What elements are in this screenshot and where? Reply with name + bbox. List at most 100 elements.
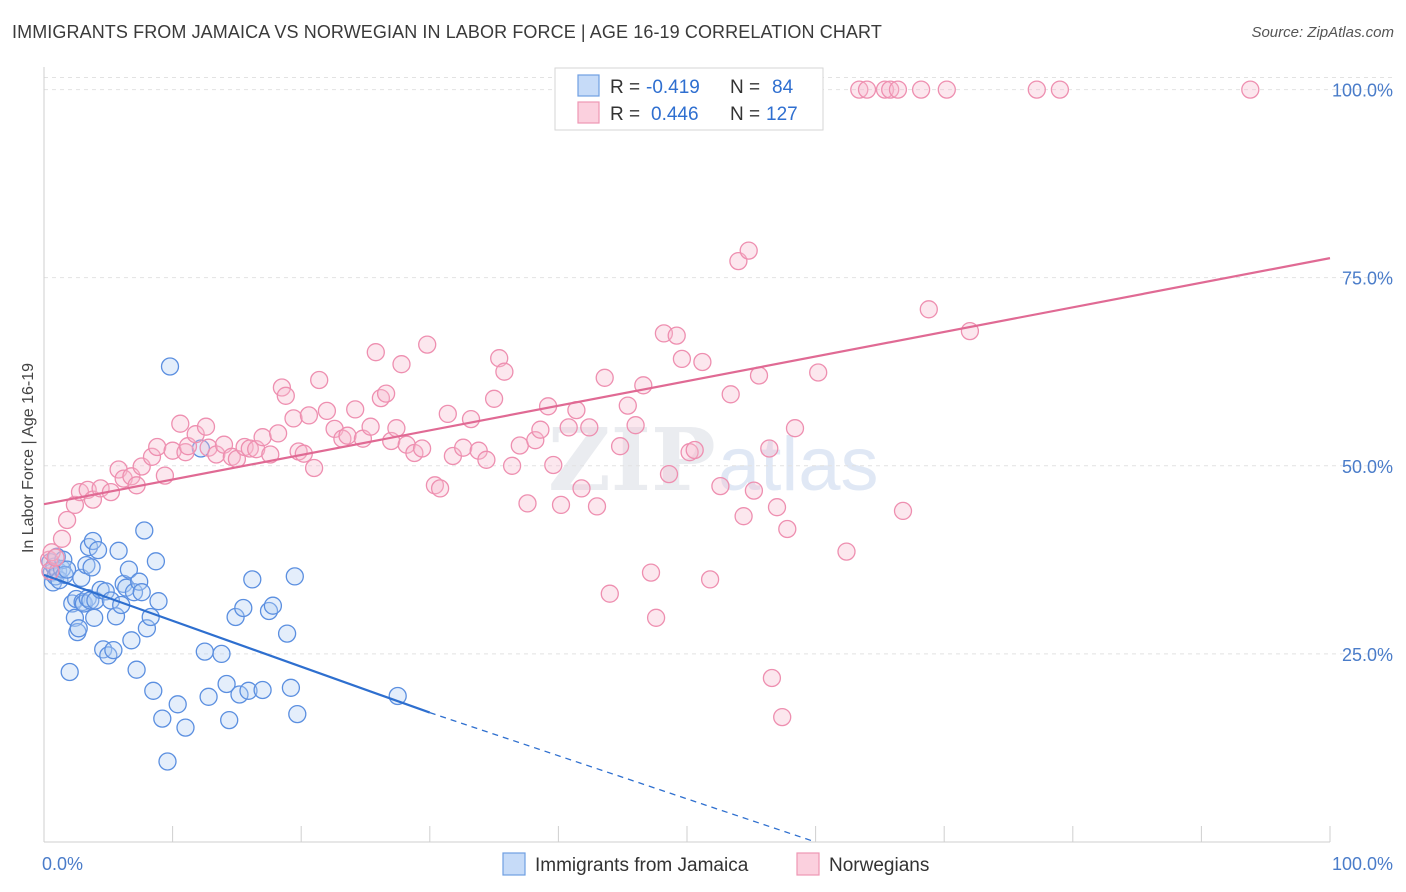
jamaica-point — [127, 660, 146, 679]
norwegians-point — [875, 80, 895, 99]
norwegians-point — [196, 417, 216, 436]
norwegians-point — [346, 400, 365, 419]
norwegians-point — [721, 385, 740, 404]
norwegians-point — [600, 584, 619, 603]
norwegians-point — [268, 424, 288, 443]
norwegians-point — [739, 241, 758, 260]
y-tick-label-2: 75.0% — [1342, 269, 1393, 289]
norwegians-point — [785, 419, 805, 438]
norwegians-point — [171, 414, 190, 433]
norwegians-point — [304, 458, 324, 478]
jamaica-point — [106, 607, 126, 626]
jamaica-point — [195, 642, 214, 661]
x-tick-label-0: 0.0% — [42, 854, 83, 874]
jamaica-point — [230, 685, 249, 704]
jamaica-point — [220, 710, 239, 730]
bottom-legend-swatch-norwegians — [796, 852, 820, 876]
jamaica-point — [119, 560, 139, 579]
norwegians-point — [490, 349, 509, 368]
norwegians-point — [778, 519, 797, 539]
norwegians-point — [412, 439, 432, 458]
norwegians-point — [610, 437, 630, 456]
jamaica-point — [60, 662, 79, 682]
legend-n-value-2: 127 — [766, 104, 798, 125]
series-jamaica-points — [41, 357, 407, 771]
norwegians-point — [551, 495, 571, 515]
norwegians-point — [667, 326, 686, 345]
norwegians-point — [338, 426, 357, 445]
norwegians-point — [438, 404, 457, 424]
norwegians-point — [366, 343, 385, 362]
trend-lines — [43, 257, 1331, 843]
jamaica-point — [234, 598, 253, 618]
legend-r-value-1: -0.419 — [646, 77, 700, 98]
jamaica-point — [217, 674, 236, 694]
source-label: Source: ZipAtlas.com — [1251, 24, 1394, 41]
norwegians-point — [484, 389, 504, 408]
norwegians-point — [580, 418, 599, 437]
jamaica-point — [137, 619, 157, 638]
norwegians-point — [911, 80, 931, 99]
jamaica-point — [263, 596, 283, 615]
norwegians-point — [700, 570, 720, 589]
norwegians-point — [261, 445, 280, 464]
norwegians-point — [299, 406, 319, 425]
y-tick-label-0: 25.0% — [1342, 645, 1393, 665]
legend-r-label-2: R = — [610, 104, 640, 125]
legend-n-label-2: N = — [730, 104, 760, 125]
norwegians-point — [893, 501, 913, 521]
norwegians-point — [284, 409, 303, 428]
norwegians-point — [1241, 80, 1260, 99]
norwegians-point — [495, 362, 514, 381]
norwegians-point — [186, 425, 205, 444]
norwegians-point — [57, 510, 77, 530]
norwegians-point — [510, 436, 529, 455]
norwegians-point — [881, 80, 900, 99]
norwegians-point — [685, 440, 704, 460]
norwegians-point — [744, 481, 764, 500]
legend-r-value-2: 0.446 — [651, 104, 699, 125]
jamaica-point — [135, 521, 154, 540]
norwegians-point — [572, 479, 591, 498]
norwegians-point — [646, 608, 666, 627]
norwegians-point — [454, 438, 473, 457]
jamaica-point — [99, 646, 118, 665]
axes — [43, 67, 1331, 843]
jamaica-point — [168, 695, 187, 714]
norwegians-point — [418, 335, 437, 354]
bottom-legend-label-norwegians: Norwegians — [829, 855, 929, 876]
norwegians-point — [253, 428, 272, 447]
x-tick-labels: 0.0% 100.0% — [42, 854, 1393, 874]
norwegians-point — [587, 497, 607, 516]
y-tick-label-1: 50.0% — [1342, 457, 1393, 477]
legend-r-label-1: R = — [610, 77, 640, 98]
jamaica-point — [153, 709, 172, 728]
jamaica-point — [82, 558, 101, 577]
norwegians-point — [760, 439, 779, 458]
norwegians-point — [461, 409, 481, 429]
norwegians-point — [693, 352, 712, 372]
norwegians-point — [850, 80, 869, 99]
jamaica-point — [146, 552, 166, 571]
x-tick-label-1: 100.0% — [1332, 854, 1393, 874]
norwegians-point — [618, 396, 637, 415]
norwegians-point — [837, 542, 856, 561]
norwegians-point — [937, 80, 956, 99]
norwegians-point — [317, 401, 337, 421]
norwegians-point — [773, 707, 792, 727]
jamaica-point — [253, 680, 272, 700]
gridlines — [44, 77, 1395, 655]
norwegians-point — [531, 420, 550, 439]
y-tick-labels: 25.0% 50.0% 75.0% 100.0% — [1332, 81, 1393, 665]
norwegians-point — [502, 456, 522, 475]
jamaica-point — [243, 570, 262, 589]
norwegians-point — [672, 349, 692, 369]
legend-n-label-1: N = — [730, 77, 760, 98]
bottom-legend-label-jamaica: Immigrants from Jamaica — [535, 855, 749, 876]
chart-title: IMMIGRANTS FROM JAMAICA VS NORWEGIAN IN … — [12, 22, 882, 42]
legend-swatch-norwegians — [577, 101, 600, 124]
norwegians-point — [626, 416, 645, 435]
norwegians-point — [711, 476, 730, 496]
jamaica-point — [288, 704, 307, 724]
norwegians-point — [361, 417, 380, 436]
